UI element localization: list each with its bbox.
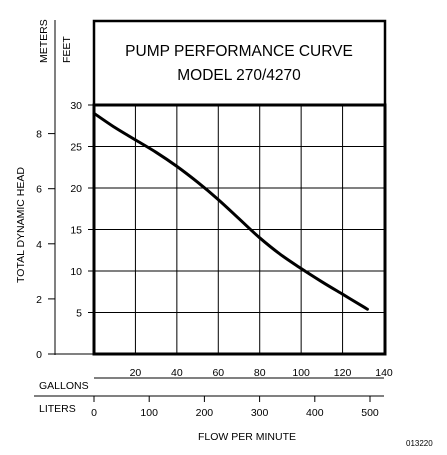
performance-curve-line — [92, 111, 369, 311]
meters-unit-label: METERS — [38, 19, 50, 63]
liters-tick-label: 300 — [251, 407, 269, 419]
liters-tick-label: 100 — [140, 407, 158, 419]
liters-row-label: LITERS — [39, 403, 76, 415]
feet-tick-label: 25 — [70, 142, 82, 154]
gallons-tick-label: 80 — [254, 367, 266, 379]
grid — [94, 105, 385, 354]
feet-tick-label: 5 — [76, 308, 82, 320]
meter-axis: 0 2 4 6 8 — [36, 129, 94, 361]
meter-tick-label: 4 — [36, 239, 42, 251]
plot-border — [92, 103, 387, 356]
feet-tick-label: 15 — [70, 225, 82, 237]
liters-tick-label: 200 — [196, 407, 214, 419]
liters-tick-label: 500 — [361, 407, 379, 419]
meter-tick-label: 0 — [36, 349, 42, 361]
figure-id: 013220 — [406, 439, 433, 448]
feet-tick-label: 20 — [70, 183, 82, 195]
feet-axis: 5 10 15 20 25 30 — [70, 100, 94, 320]
meter-tick-label: 6 — [36, 184, 42, 196]
feet-tick-label: 30 — [70, 100, 82, 112]
title-box — [92, 19, 387, 107]
liters-axis: 0 100 200 300 400 500 — [91, 396, 379, 419]
feet-tick-label: 10 — [70, 266, 82, 278]
gallons-row-label: GALLONS — [39, 380, 89, 392]
liters-tick-label: 400 — [306, 407, 324, 419]
y-axis-title: TOTAL DYNAMIC HEAD — [15, 167, 27, 283]
feet-unit-label: FEET — [61, 36, 73, 63]
gallons-tick-label: 120 — [334, 367, 352, 379]
meter-tick-label: 2 — [36, 294, 42, 306]
gallons-tick-label: 140 — [375, 367, 393, 379]
gallons-axis: 20 40 60 80 100 120 140 — [130, 367, 393, 379]
meter-tick-label: 8 — [36, 129, 42, 141]
chart-title-line2: MODEL 270/4270 — [177, 67, 301, 84]
gallons-tick-label: 20 — [130, 367, 142, 379]
gallons-tick-label: 60 — [212, 367, 224, 379]
chart-title-line1: PUMP PERFORMANCE CURVE — [125, 43, 353, 60]
gallons-tick-label: 100 — [292, 367, 310, 379]
gallons-tick-label: 40 — [171, 367, 183, 379]
liters-tick-label: 0 — [91, 407, 97, 419]
x-axis-title: FLOW PER MINUTE — [198, 431, 296, 443]
